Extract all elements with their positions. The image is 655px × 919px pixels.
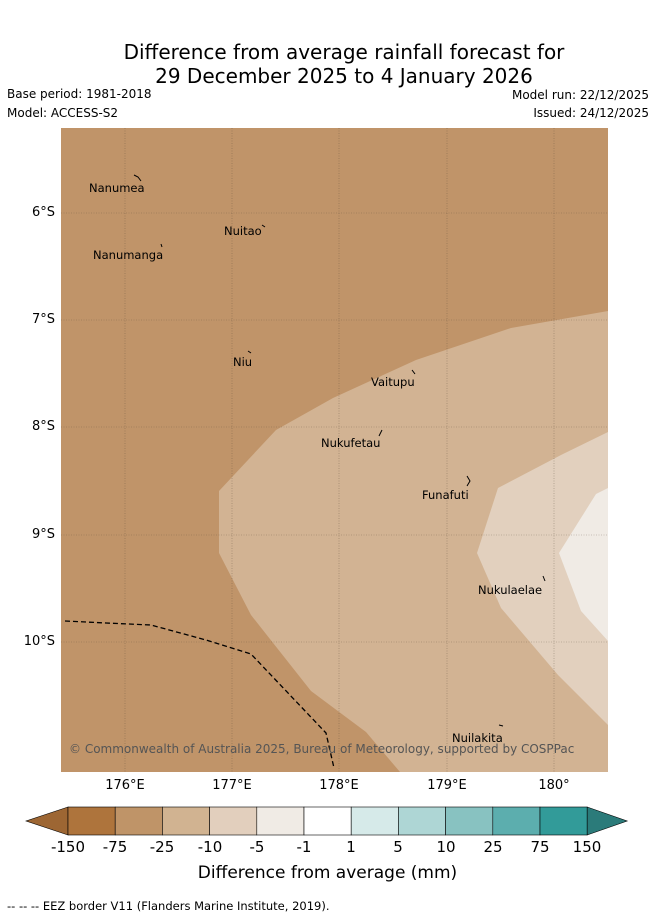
issued-date: Issued: 24/12/2025 [533, 106, 649, 120]
colorbar-swatch [114, 806, 163, 836]
colorbar-swatch [398, 806, 446, 836]
colorbar-label-minus-10: -10 [197, 838, 223, 856]
colorbar-swatch [67, 806, 116, 836]
colorbar-label-1: 1 [346, 838, 356, 856]
place-label-niu: Niu [233, 355, 253, 369]
graticule [61, 128, 608, 772]
colorbar-label-minus-5: -5 [249, 838, 265, 856]
base-period: Base period: 1981-2018 [7, 87, 152, 101]
lon-label-177e: 177°E [212, 778, 252, 793]
colorbar-graphic [25, 806, 629, 836]
colorbar-label-150: 150 [572, 838, 602, 856]
place-label-nukufetau: Nukufetau [321, 436, 381, 450]
colorbar-swatch [162, 806, 210, 836]
zone-minus-5-to-minus-1 [477, 432, 608, 725]
colorbar-high-extend [586, 806, 629, 836]
model-run-date: Model run: 22/12/2025 [511, 88, 649, 102]
lat-label-9s: 9°S [31, 527, 55, 542]
place-label-nuitao: Nuitao [224, 224, 262, 238]
colorbar-label-minus-150: -150 [50, 838, 86, 856]
colorbar-swatch [492, 806, 541, 836]
place-label-nanumea: Nanumea [89, 181, 145, 195]
colorbar-swatch [539, 806, 588, 836]
islands [133, 174, 546, 727]
title-line-2: 29 December 2025 to 4 January 2026 [155, 64, 533, 88]
colorbar-label-5: 5 [393, 838, 403, 856]
colorbar-swatch [445, 806, 494, 836]
colorbar-label-10: 10 [436, 838, 456, 856]
colorbar-label-minus-1: -1 [296, 838, 312, 856]
eez-border [64, 620, 335, 769]
title-line-1: Difference from average rainfall forecas… [123, 40, 565, 64]
colorbar-label-minus-25: -25 [149, 838, 175, 856]
eez-border-legend: -- -- -- EEZ border V11 (Flanders Marine… [7, 899, 330, 913]
copyright-notice: © Commonwealth of Australia 2025, Bureau… [69, 742, 575, 756]
place-label-vaitupu: Vaitupu [371, 375, 415, 389]
lon-label-178e: 178°E [319, 778, 359, 793]
colorbar-swatch [303, 806, 352, 836]
colorbar-swatch [256, 806, 305, 836]
place-label-nukulaelae: Nukulaelae [478, 583, 543, 597]
colorbar-label-25: 25 [483, 838, 503, 856]
lat-label-10s: 10°S [23, 634, 55, 649]
rainfall-map [61, 128, 608, 772]
zone-minus-1-to-1 [559, 488, 608, 641]
model-name: Model: ACCESS-S2 [7, 106, 119, 120]
place-label-nanumanga: Nanumanga [93, 248, 164, 262]
lat-label-7s: 7°S [31, 312, 55, 327]
colorbar [24, 806, 632, 840]
place-label-nuilakita: Nuilakita [452, 731, 503, 745]
lon-label-176e: 176°E [105, 778, 145, 793]
lon-label-179e: 179°E [427, 778, 467, 793]
lon-label-180: 180° [538, 778, 570, 793]
colorbar-label-75: 75 [530, 838, 550, 856]
lat-label-6s: 6°S [31, 205, 55, 220]
colorbar-swatch [350, 806, 399, 836]
colorbar-label-minus-75: -75 [102, 838, 128, 856]
colorbar-swatch [209, 806, 258, 836]
place-label-funafuti: Funafuti [422, 488, 469, 502]
colorbar-title: Difference from average (mm) [197, 863, 458, 883]
zone-minus-10-to-minus-5 [219, 311, 608, 772]
map-title: Difference from average rainfall forecas… [0, 40, 655, 88]
colorbar-low-extend [25, 806, 69, 836]
lat-label-8s: 8°S [31, 419, 55, 434]
